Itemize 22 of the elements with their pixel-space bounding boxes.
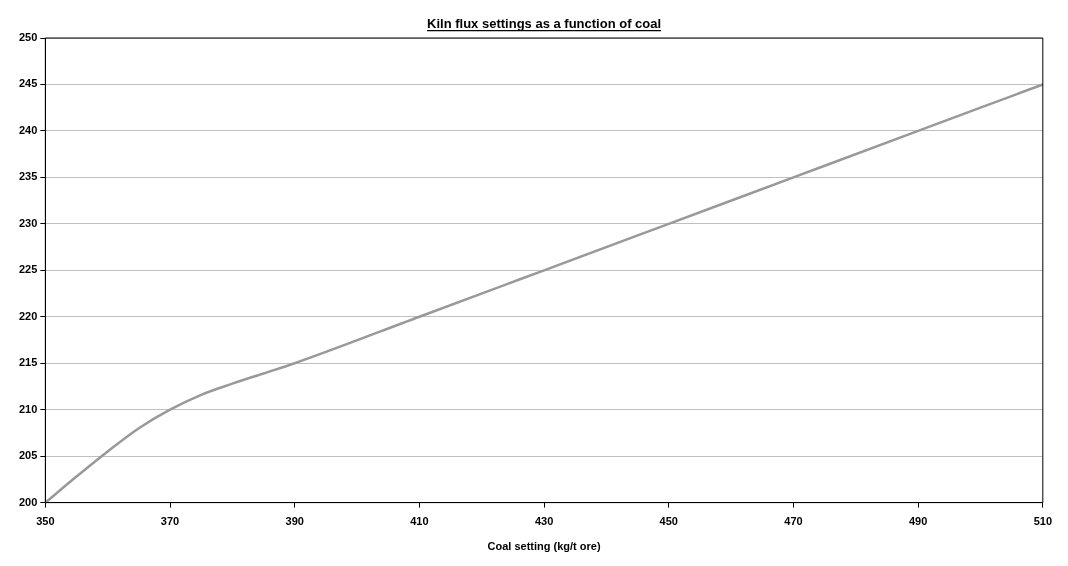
y-tick-label: 220 <box>18 309 38 322</box>
y-tick-label: 235 <box>18 170 38 183</box>
y-tick-label: 215 <box>18 356 38 369</box>
x-axis-title: Coal setting (kg/t ore) <box>487 540 601 553</box>
x-tick-label: 410 <box>410 515 429 528</box>
y-tick-label: 245 <box>18 77 38 90</box>
x-tick-label: 470 <box>784 515 803 528</box>
x-tick-label: 370 <box>160 515 180 528</box>
x-tick-label: 430 <box>534 515 554 528</box>
y-tick-label: 230 <box>18 216 38 229</box>
y-tick-label: 250 <box>18 31 38 44</box>
x-tick-label: 350 <box>36 515 55 528</box>
x-tick-label: 450 <box>659 515 678 528</box>
y-tick-label: 205 <box>18 449 38 462</box>
y-tick-label: 240 <box>18 123 38 136</box>
y-tick-label: 225 <box>18 263 38 276</box>
chart-title: Kiln flux settings as a function of coal <box>427 16 662 31</box>
x-tick-label: 490 <box>908 515 928 528</box>
y-tick-label: 210 <box>18 402 38 415</box>
x-tick-label: 390 <box>285 515 304 528</box>
x-tick-label: 510 <box>1033 515 1052 528</box>
y-tick-label: 200 <box>18 495 38 508</box>
